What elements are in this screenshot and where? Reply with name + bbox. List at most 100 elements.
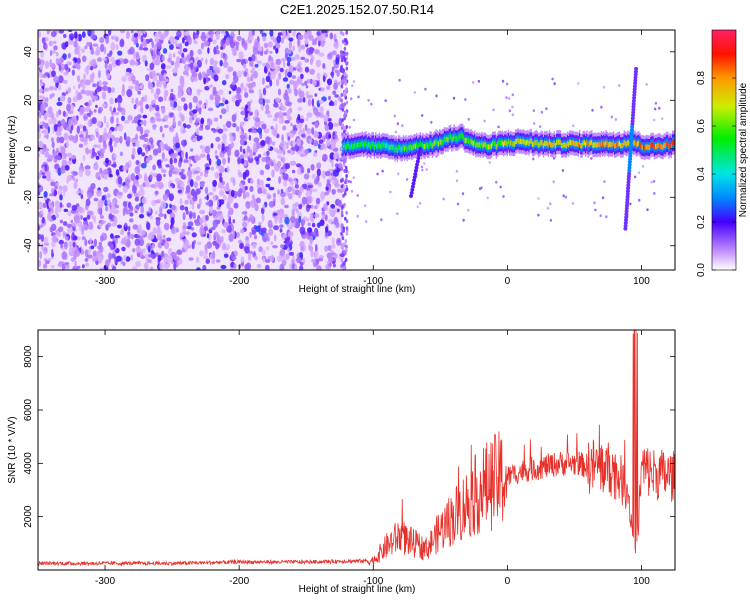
spike-point — [634, 67, 639, 71]
noise-speckle — [66, 139, 69, 148]
speckle — [590, 157, 593, 160]
noise-speckle — [279, 168, 283, 175]
noise-speckle — [315, 243, 318, 253]
noise-speckle — [41, 37, 46, 44]
noise-speckle — [199, 209, 206, 215]
noise-speckle — [38, 112, 42, 119]
noise-speckle — [253, 142, 257, 149]
noise-speckle — [244, 169, 250, 177]
speckle — [577, 82, 580, 85]
noise-speckle — [334, 134, 338, 140]
noise-speckle — [257, 127, 263, 134]
noise-speckle — [251, 229, 257, 235]
noise-speckle — [251, 64, 256, 72]
noise-speckle — [304, 66, 310, 73]
noise-speckle — [48, 86, 55, 91]
noise-speckle — [267, 158, 273, 166]
trace-core — [419, 141, 422, 147]
noise-speckle — [250, 178, 254, 184]
speckle — [564, 195, 568, 199]
noise-speckle — [186, 157, 192, 165]
noise-speckle — [249, 150, 253, 159]
noise-speckle — [154, 190, 159, 195]
noise-speckle — [178, 90, 182, 98]
noise-speckle — [308, 34, 314, 41]
noise-speckle — [341, 246, 345, 250]
noise-speckle — [251, 30, 255, 36]
y-tick-label: 8000 — [23, 345, 34, 368]
noise-speckle — [321, 214, 325, 221]
trace-core — [423, 144, 425, 150]
noise-speckle — [178, 171, 184, 176]
signal-trace — [342, 123, 675, 163]
noise-speckle — [239, 183, 243, 188]
noise-speckle — [279, 67, 284, 73]
noise-speckle — [283, 179, 288, 187]
x-tick-label: -100 — [363, 576, 383, 587]
noise-speckle — [313, 139, 319, 147]
noise-speckle — [138, 235, 141, 239]
noise-speckle — [203, 254, 208, 260]
noise-speckle — [294, 184, 299, 189]
noise-speckle — [216, 158, 222, 167]
noise-speckle — [91, 152, 98, 157]
noise-speckle — [313, 130, 318, 138]
noise-speckle — [222, 97, 226, 103]
noise-speckle — [318, 52, 325, 57]
trace-core — [365, 140, 367, 146]
noise-speckle — [130, 254, 134, 261]
trace-core — [636, 141, 639, 147]
trace-core — [475, 142, 477, 148]
noise-speckle — [261, 32, 267, 38]
noise-speckle — [195, 256, 200, 263]
trace-core — [416, 142, 418, 148]
spike-point — [626, 183, 631, 187]
noise-speckle — [296, 78, 303, 85]
noise-speckle — [48, 111, 54, 118]
noise-speckle — [64, 63, 69, 71]
noise-speckle — [226, 243, 230, 251]
noise-speckle — [144, 60, 148, 67]
noise-speckle — [95, 87, 102, 93]
noise-speckle — [89, 237, 92, 245]
spike-point — [631, 99, 636, 103]
noise-speckle — [105, 206, 109, 212]
noise-speckle — [44, 122, 49, 129]
noise-speckle — [234, 149, 240, 158]
noise-speckle — [58, 185, 63, 190]
noise-speckle — [135, 260, 142, 268]
noise-speckle — [295, 163, 302, 168]
noise-speckle — [248, 134, 252, 141]
dip-point — [412, 178, 417, 183]
speckle — [435, 94, 438, 98]
noise-speckle — [55, 169, 58, 173]
y-tick-label: -40 — [23, 238, 34, 253]
noise-speckle — [307, 184, 314, 189]
speckle — [352, 118, 356, 122]
noise-speckle — [244, 160, 248, 165]
trace-core — [465, 137, 467, 144]
noise-speckle — [188, 90, 193, 96]
noise-speckle — [342, 32, 345, 37]
noise-speckle — [54, 163, 60, 170]
noise-speckle — [298, 215, 302, 224]
noise-speckle — [238, 239, 242, 244]
noise-speckle — [95, 95, 99, 101]
noise-speckle — [102, 85, 108, 92]
noise-speckle — [121, 237, 127, 245]
noise-speckle — [102, 57, 107, 61]
noise-speckle — [83, 113, 88, 121]
noise-speckle — [345, 244, 348, 249]
trace-core — [598, 141, 600, 148]
noise-speckle — [268, 228, 274, 236]
speckle — [370, 102, 373, 106]
noise-speckle — [204, 244, 208, 251]
noise-speckle — [284, 204, 289, 209]
noise-speckle — [228, 233, 234, 242]
noise-speckle — [76, 125, 81, 134]
noise-speckle — [344, 257, 348, 262]
noise-speckle — [81, 48, 86, 53]
speckle — [393, 114, 396, 118]
noise-speckle — [39, 82, 43, 87]
